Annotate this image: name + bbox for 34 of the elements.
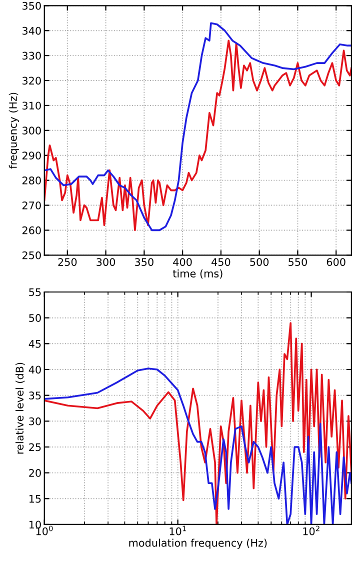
x-tick-label: 400 — [173, 258, 192, 266]
x-tick-label: 10$^{2}$ — [303, 526, 320, 536]
y-tick-label: 25 — [29, 443, 41, 452]
y-tick-label: 280 — [22, 176, 41, 184]
y-tick-label: 40 — [28, 366, 41, 374]
x-axis-title: time (ms) — [172, 269, 222, 279]
y-tick-label: 350 — [22, 2, 41, 10]
y-tick-label: 260 — [22, 226, 41, 234]
y-axis-title: frequency (Hz) — [8, 92, 19, 169]
x-axis-title: modulation frequency (Hz) — [129, 538, 267, 549]
y-tick-label: 45 — [28, 340, 41, 348]
y-axis-title: relative level (dB) — [15, 362, 25, 454]
y-tick-label: 55 — [29, 288, 41, 296]
x-tick-label: 550 — [288, 258, 307, 266]
y-tick-label: 310 — [22, 102, 41, 110]
x-tick-label: 350 — [135, 258, 154, 266]
x-tick-label: 300 — [96, 258, 116, 266]
y-tick-label: 30 — [29, 417, 41, 426]
y-tick-label: 340 — [22, 26, 41, 35]
y-tick-label: 290 — [22, 152, 41, 160]
x-tick-label: 250 — [58, 258, 77, 266]
y-tick-label: 35 — [29, 392, 41, 400]
y-tick-label: 250 — [22, 251, 41, 260]
x-tick-label: 450 — [212, 258, 230, 266]
y-tick-label: 20 — [29, 469, 41, 477]
x-tick-label: 10$^{1}$ — [170, 526, 186, 536]
y-tick-label: 50 — [29, 314, 41, 322]
y-tick-label: 320 — [22, 76, 41, 85]
y-tick-label: 270 — [22, 201, 41, 210]
y-tick-label: 300 — [22, 126, 41, 135]
y-tick-label: 330 — [22, 52, 41, 60]
y-tick-label: 15 — [29, 495, 41, 503]
x-tick-label: 500 — [250, 258, 269, 266]
x-tick-label: 600 — [326, 258, 346, 266]
